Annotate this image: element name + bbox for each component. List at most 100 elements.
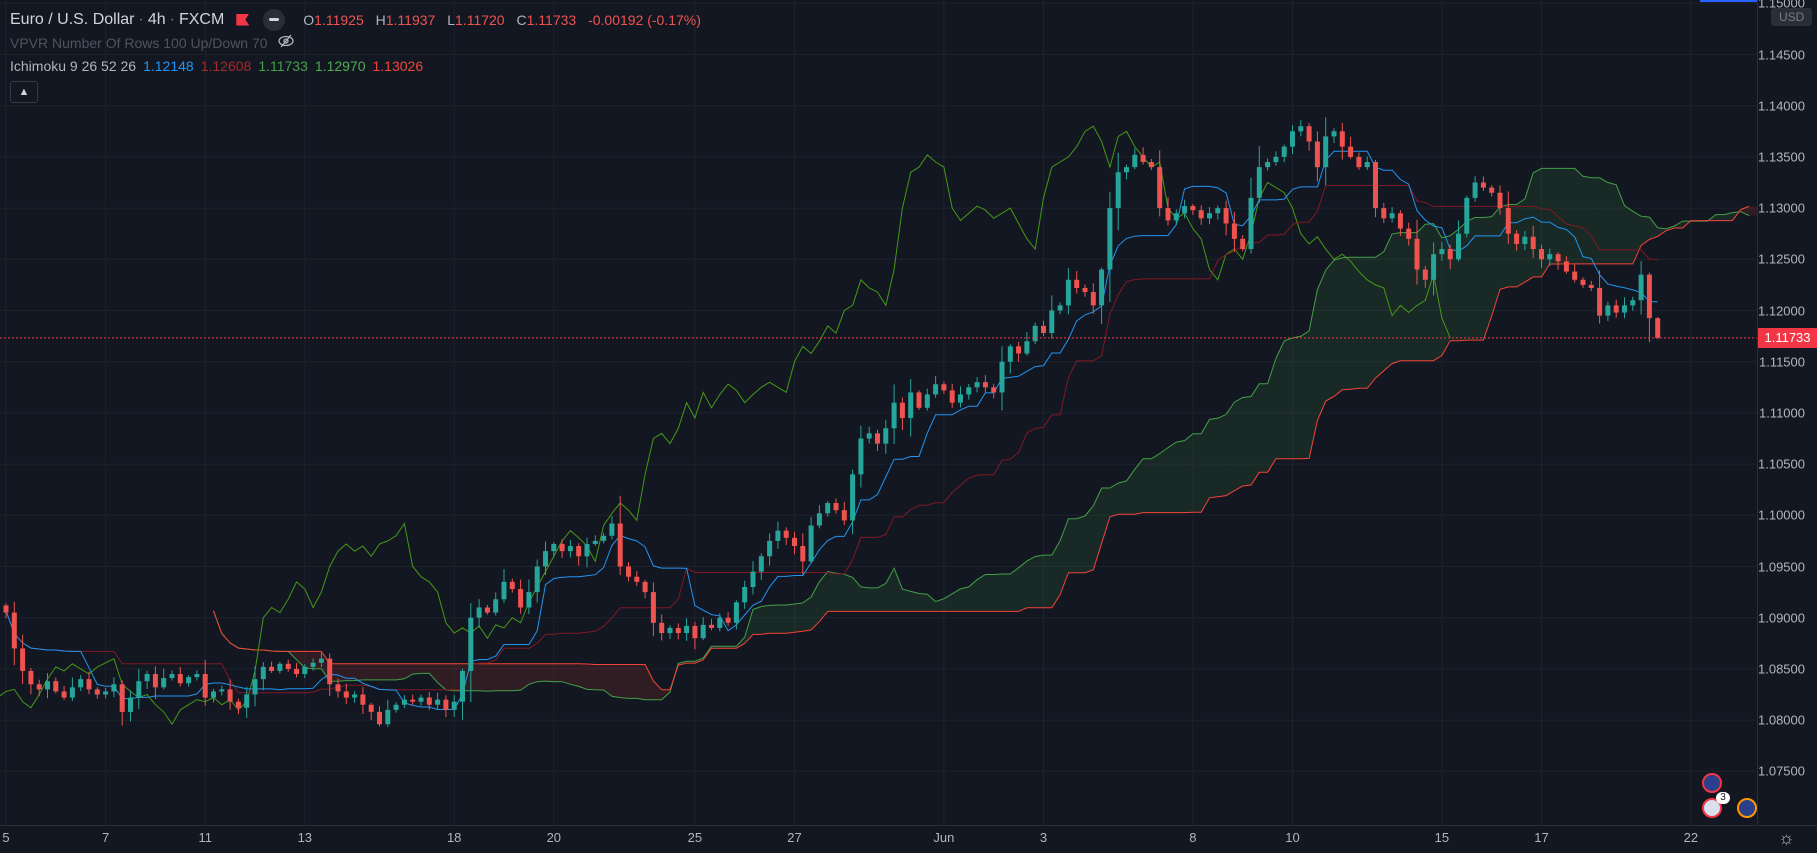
economic-event-eu-icon[interactable] [1702, 773, 1722, 793]
currency-label[interactable]: USD [1771, 8, 1813, 26]
candle-up [103, 691, 109, 695]
ichimoku-lines [0, 125, 1750, 726]
cloud-segment [1234, 397, 1243, 491]
economic-event-us-icon[interactable] [1702, 798, 1722, 818]
cloud-segment [1392, 232, 1401, 364]
candle-up [393, 704, 399, 710]
candle-up [908, 392, 914, 419]
candle-down [294, 668, 299, 675]
cloud-segment [935, 598, 944, 612]
settings-gear-icon[interactable]: ☼ [1778, 828, 1795, 848]
candle-down [1505, 208, 1511, 234]
chart-legend: Euro / U.S. Dollar · 4h · FXCM O1.11925 … [10, 8, 709, 103]
candle-down [235, 701, 241, 708]
cloud-segment [1217, 414, 1227, 497]
candle-up [958, 394, 963, 403]
time-tick-label: 20 [546, 830, 562, 845]
candle-up [891, 402, 897, 429]
candle-down [11, 612, 17, 649]
candle-up [1207, 213, 1212, 219]
cloud-segment [1134, 458, 1144, 515]
cloud-segment [977, 574, 986, 612]
cloud-segment [968, 579, 978, 612]
candle-down [1580, 279, 1586, 285]
cloud-segment [761, 605, 770, 635]
cloud-segment [836, 573, 845, 612]
candle-down [3, 605, 9, 613]
cloud-segment [1317, 270, 1326, 421]
cloud-segment [1242, 396, 1251, 487]
exchange: FXCM [178, 10, 225, 28]
cloud-segment [1524, 172, 1534, 283]
price-tick-label: 1.10000 [1758, 507, 1805, 523]
vpvr-row[interactable]: VPVR Number Of Rows 100 Up/Down 70 [10, 31, 709, 54]
cloud-segment [587, 664, 596, 690]
cloud-segment [1549, 168, 1559, 264]
cloud-segment [1051, 540, 1061, 608]
candle-down [725, 617, 731, 623]
vpvr-label[interactable]: VPVR Number Of Rows 100 Up/Down 70 [10, 34, 268, 51]
candle-up [352, 694, 358, 698]
cloud-segment [1715, 214, 1725, 221]
candle-up [1007, 346, 1013, 362]
candle-down [28, 670, 34, 685]
candle-down [1240, 238, 1246, 250]
candle-down [634, 576, 640, 582]
flag-icon[interactable] [236, 13, 250, 26]
candle-down [875, 433, 880, 444]
ichimoku-span-a-value: 1.12970 [314, 57, 366, 74]
ichimoku-label[interactable]: Ichimoku 9 26 52 26 [10, 57, 137, 74]
chevron-up-icon[interactable]: ▲ [10, 81, 38, 103]
time-tick-label: 17 [1534, 830, 1549, 845]
cloud-segment [1060, 518, 1069, 595]
cloud-segment [553, 663, 563, 682]
time-tick-label: 13 [297, 830, 313, 845]
symbol-name[interactable]: Euro / U.S. Dollar [10, 10, 135, 28]
candle-down [1373, 162, 1378, 209]
candle-down [941, 384, 947, 391]
cloud-segment [1018, 561, 1027, 612]
cloud-segment [528, 663, 538, 685]
candle-up [493, 599, 499, 613]
candle-up [1323, 136, 1329, 168]
ichimoku-span-b-value: 1.13026 [372, 57, 424, 74]
time-tick-label: 5 [2, 830, 10, 845]
ichimoku-row[interactable]: Ichimoku 9 26 52 26 1.12148 1.12608 1.11… [10, 54, 709, 77]
event-count-badge: 3 [1716, 792, 1730, 804]
candle-up [1107, 208, 1113, 270]
candle-up [1265, 162, 1271, 168]
cloud-segment [919, 593, 928, 612]
candle-up [1472, 182, 1478, 198]
candle-down [559, 543, 565, 552]
cloud-segment [1533, 168, 1542, 277]
candle-down [1157, 167, 1163, 209]
economic-event-eu-icon[interactable] [1737, 798, 1757, 818]
candle-up [1456, 233, 1461, 260]
cloud-segment [1267, 358, 1276, 473]
open-value: 1.11925 [314, 11, 364, 28]
candle-down [982, 382, 988, 388]
candle-down [377, 711, 382, 725]
cloud-segment [354, 663, 363, 681]
candle-up [974, 382, 980, 388]
candle-up [883, 428, 889, 444]
time-tick-label: 27 [787, 830, 802, 845]
interval[interactable]: 4h [147, 10, 166, 28]
cloud-segment [645, 664, 654, 700]
candle-down [692, 625, 698, 639]
market-status-icon[interactable] [263, 8, 286, 31]
candle-up [609, 523, 615, 536]
eye-hidden-icon[interactable] [277, 34, 294, 51]
price-tick-label: 1.13000 [1758, 200, 1805, 216]
cloud-segment [786, 604, 795, 634]
cloud-segment [869, 587, 878, 612]
candle-up [128, 697, 133, 712]
cloud-segment [753, 606, 762, 635]
cloud-segment [1126, 469, 1135, 515]
cloud-segment [611, 664, 621, 698]
candle-up [1273, 156, 1279, 163]
candle-down [1588, 284, 1594, 288]
candle-down [1655, 318, 1661, 338]
candle-up [476, 607, 482, 618]
